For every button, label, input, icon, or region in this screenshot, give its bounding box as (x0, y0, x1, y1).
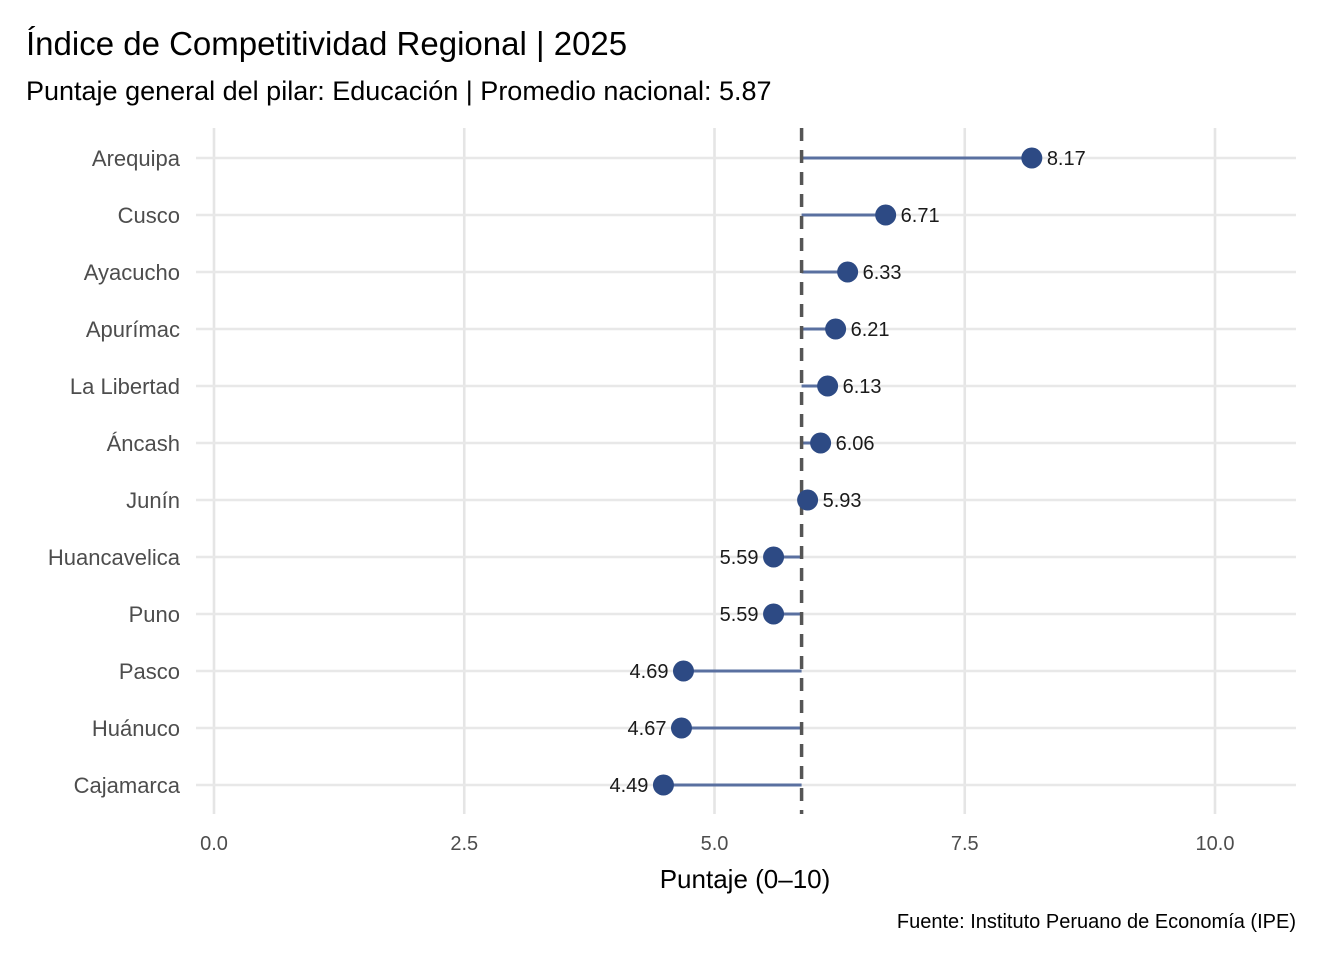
data-point (825, 318, 847, 340)
data-point (817, 375, 839, 397)
x-tick-label: 5.0 (701, 833, 729, 855)
value-label: 8.17 (1047, 148, 1086, 170)
data-marks: 8.17 6.71 6.33 6.21 6.13 6.06 5.93 5.59 5.59 4.69… (610, 128, 1086, 814)
y-tick-label: Huancavelica (48, 545, 181, 570)
x-axis-title: Puntaje (0–10) (660, 864, 831, 894)
y-tick-label: Arequipa (92, 146, 181, 171)
data-point (763, 603, 785, 625)
grid (196, 128, 1296, 814)
value-label: 4.49 (610, 775, 649, 797)
value-label: 4.69 (630, 661, 669, 683)
value-label: 5.59 (720, 604, 759, 626)
y-tick-label: Puno (129, 602, 180, 627)
y-axis-labels: Arequipa Cusco Ayacucho Apurímac La Libertad… (48, 146, 181, 798)
y-tick-label: Apurímac (86, 317, 180, 342)
y-tick-label: Ayacucho (84, 260, 180, 285)
x-tick-label: 7.5 (951, 833, 979, 855)
y-tick-label: Cajamarca (74, 773, 181, 798)
value-label: 6.33 (863, 262, 902, 284)
y-tick-label: Áncash (107, 431, 180, 456)
y-tick-label: Junín (126, 488, 180, 513)
value-label: 5.59 (720, 547, 759, 569)
data-point (763, 546, 785, 568)
x-tick-label: 0.0 (200, 833, 228, 855)
data-point (670, 717, 692, 739)
data-point (1021, 147, 1043, 169)
x-tick-label: 10.0 (1196, 833, 1235, 855)
value-label: 6.21 (851, 319, 890, 341)
chart-title: Índice de Competitividad Regional | 2025 (26, 25, 627, 62)
value-label: 6.13 (843, 376, 882, 398)
value-label: 5.93 (823, 490, 862, 512)
y-tick-label: Huánuco (92, 716, 180, 741)
data-point (875, 204, 897, 226)
data-point (797, 489, 819, 511)
y-tick-label: Pasco (119, 659, 180, 684)
x-tick-label: 2.5 (450, 833, 478, 855)
x-axis-ticks: 0.0 2.5 5.0 7.5 10.0 (200, 833, 1234, 855)
chart-caption: Fuente: Instituto Peruano de Economía (I… (897, 911, 1296, 933)
data-point (672, 660, 694, 682)
value-label: 6.71 (901, 205, 940, 227)
value-label: 6.06 (836, 433, 875, 455)
data-point (810, 432, 832, 454)
value-label: 4.67 (628, 718, 667, 740)
y-tick-label: La Libertad (70, 374, 180, 399)
y-tick-label: Cusco (118, 203, 180, 228)
data-point (652, 774, 674, 796)
chart-subtitle: Puntaje general del pilar: Educación | P… (26, 76, 772, 106)
data-point (837, 261, 859, 283)
